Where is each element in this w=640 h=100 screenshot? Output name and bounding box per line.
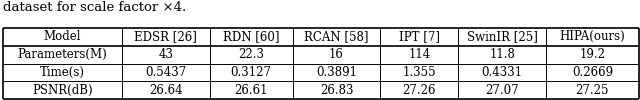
Text: Parameters(M): Parameters(M) bbox=[18, 48, 108, 61]
Text: 0.5437: 0.5437 bbox=[145, 66, 186, 79]
Text: 26.61: 26.61 bbox=[234, 84, 268, 97]
Text: Time(s): Time(s) bbox=[40, 66, 85, 79]
Text: 1.355: 1.355 bbox=[403, 66, 436, 79]
Text: 0.4331: 0.4331 bbox=[481, 66, 523, 79]
Text: Model: Model bbox=[44, 30, 81, 43]
Text: 26.64: 26.64 bbox=[149, 84, 182, 97]
Text: 22.3: 22.3 bbox=[238, 48, 264, 61]
Text: 27.07: 27.07 bbox=[485, 84, 519, 97]
Text: 27.26: 27.26 bbox=[403, 84, 436, 97]
Text: SwinIR [25]: SwinIR [25] bbox=[467, 30, 538, 43]
Text: HIPA(ours): HIPA(ours) bbox=[559, 30, 625, 43]
Text: 27.25: 27.25 bbox=[575, 84, 609, 97]
Text: EDSR [26]: EDSR [26] bbox=[134, 30, 197, 43]
Text: 43: 43 bbox=[158, 48, 173, 61]
Text: 0.3891: 0.3891 bbox=[316, 66, 357, 79]
Text: dataset for scale factor ×4.: dataset for scale factor ×4. bbox=[3, 1, 186, 14]
Text: 0.3127: 0.3127 bbox=[230, 66, 271, 79]
Text: 19.2: 19.2 bbox=[579, 48, 605, 61]
Text: 0.2669: 0.2669 bbox=[572, 66, 613, 79]
Text: 16: 16 bbox=[329, 48, 344, 61]
Text: RCAN [58]: RCAN [58] bbox=[304, 30, 369, 43]
Text: IPT [7]: IPT [7] bbox=[399, 30, 440, 43]
Text: PSNR(dB): PSNR(dB) bbox=[32, 84, 93, 97]
Text: 26.83: 26.83 bbox=[320, 84, 353, 97]
Text: 11.8: 11.8 bbox=[489, 48, 515, 61]
Text: 114: 114 bbox=[408, 48, 431, 61]
Text: RDN [60]: RDN [60] bbox=[223, 30, 280, 43]
